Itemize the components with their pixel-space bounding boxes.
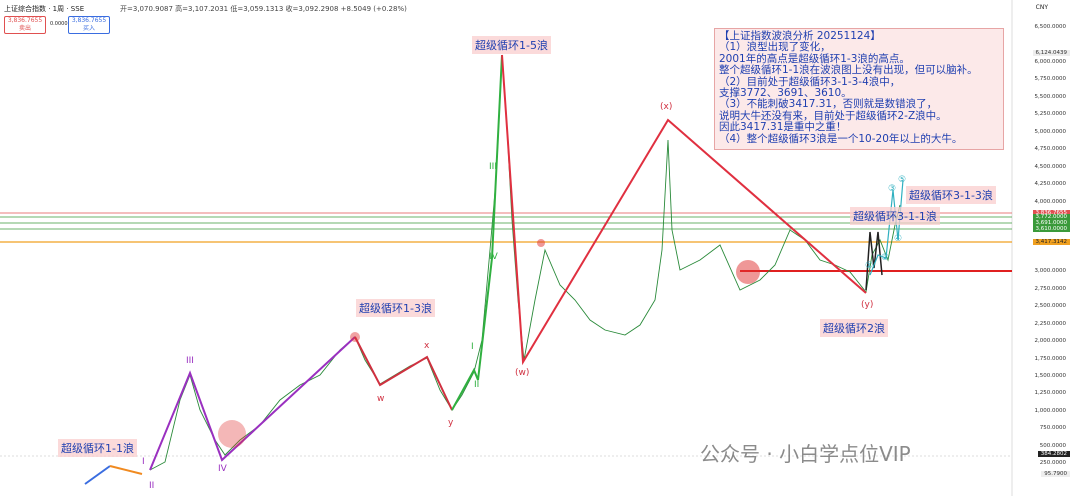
wave-label: 超级循环3-1-3浪 <box>906 186 996 204</box>
currency: CNY <box>1035 4 1048 11</box>
sell-price: 3,836.7655 <box>7 17 43 24</box>
wave-mark: II <box>474 380 480 390</box>
price-label: 1,000.0000 <box>1034 407 1067 414</box>
wave-line <box>865 231 883 291</box>
wave-mark: x <box>424 341 430 351</box>
wave-label: 超级循环3-1-1浪 <box>850 207 940 225</box>
wave-label: 超级循环2浪 <box>820 319 888 337</box>
symbol: 上证综合指数 · 1周 · SSE <box>4 5 85 13</box>
wave-line <box>84 465 111 485</box>
wave-mark: ⑤ <box>898 175 907 185</box>
price-tag: 6,124.0439 <box>1032 50 1070 57</box>
price-tag: 3,691.0000 <box>1032 220 1070 227</box>
price-label: 6,000.0000 <box>1034 58 1067 65</box>
sell-button[interactable]: 3,836.7655 卖出 <box>4 16 46 34</box>
wave-label: 超级循环1-5浪 <box>472 36 551 54</box>
wave-mark: II <box>149 481 155 491</box>
price-label: 1,250.0000 <box>1034 390 1067 397</box>
wave-label: 超级循环1-3浪 <box>356 299 435 317</box>
buy-label: 买入 <box>82 25 95 32</box>
note-line: 2001年的高点是超级循环1-3浪的高点。 <box>719 52 910 65</box>
analysis-note: 【上证指数波浪分析 20251124】 （1）浪型出现了变化， 2001年的高点是超… <box>714 28 1004 150</box>
price-label: 5,750.0000 <box>1034 76 1067 83</box>
spread: 0.0000 <box>50 21 68 27</box>
wave-line <box>451 54 503 411</box>
price-label: 4,250.0000 <box>1034 181 1067 188</box>
price-label: 2,250.0000 <box>1034 320 1067 327</box>
wave-label: 超级循环1-1浪 <box>58 439 137 457</box>
price-label: 750.0000 <box>1039 425 1066 432</box>
price-tag: 384.2802 <box>1037 450 1070 457</box>
price-tag: 3,772.0000 <box>1032 214 1070 221</box>
wave-line <box>149 336 356 471</box>
marker <box>350 332 360 342</box>
wave-line <box>109 465 143 475</box>
note-title: 【上证指数波浪分析 20251124】 <box>719 30 881 42</box>
wave-mark: I <box>471 342 474 352</box>
buy-button[interactable]: 3,836.7655 买入 <box>68 16 110 34</box>
watermark: 公众号 · 小白学点位VIP <box>700 442 911 466</box>
wave-mark: ① <box>865 261 874 271</box>
price-label: 2,000.0000 <box>1034 338 1067 345</box>
wave-mark: (y) <box>861 300 874 310</box>
note-line: （1）浪型出现了变化， <box>719 41 831 54</box>
price-label: 4,750.0000 <box>1034 146 1067 153</box>
wave-mark: y <box>448 418 454 428</box>
price-label: 4,500.0000 <box>1034 163 1067 170</box>
note-line: （2）目前处于超级循环3-1-3-4浪中， <box>719 75 901 88</box>
wave-mark: ② <box>881 253 890 263</box>
wave-mark: IV <box>489 252 498 262</box>
sell-label: 卖出 <box>18 25 31 32</box>
axis-bg <box>1012 0 1080 496</box>
wave-mark: ④ <box>894 234 903 244</box>
price-label: 5,500.0000 <box>1034 93 1067 100</box>
price-label: 5,000.0000 <box>1034 128 1067 135</box>
note-line: 说明大牛还没有来，目前处于超级循环2-Z浪中。 <box>719 109 947 122</box>
price-label: 250.0000 <box>1039 460 1066 467</box>
price-label: 2,750.0000 <box>1034 285 1067 292</box>
price-label: 3,000.0000 <box>1034 268 1067 275</box>
wave-mark: III <box>186 356 194 366</box>
price-label: 1,750.0000 <box>1034 355 1067 362</box>
wave-mark: (x) <box>660 102 673 112</box>
wave-mark: III <box>489 162 497 172</box>
marker <box>218 420 246 448</box>
wave-line <box>354 336 453 411</box>
wave-mark: I <box>142 457 145 467</box>
note-line: 整个超级循环1-1浪在波浪图上没有出现，但可以脑补。 <box>719 64 978 77</box>
price-tag: 3,836.7655 <box>1032 209 1070 216</box>
ohlc: 开=3,070.9087 高=3,107.2031 低=3,059.1313 收… <box>120 5 407 13</box>
price-tag: 3,610.0000 <box>1032 225 1070 232</box>
wave-line <box>501 54 867 366</box>
wave-mark: IV <box>218 464 227 474</box>
price-tag: 95.7900 <box>1041 470 1070 477</box>
price-label: 500.0000 <box>1039 442 1066 449</box>
price-label: 4,000.0000 <box>1034 198 1067 205</box>
note-line: 支撑3772、3691、3610。 <box>719 87 852 100</box>
note-line: （3）不能刺破3417.31，否则就是数错浪了， <box>719 98 938 111</box>
price-label: 1,500.0000 <box>1034 372 1067 379</box>
marker <box>736 260 760 284</box>
note-line: （4）整个超级循环3浪是一个10-20年以上的大牛。 <box>719 132 963 145</box>
wave-mark: w <box>377 394 385 404</box>
buy-price: 3,836.7655 <box>71 17 107 24</box>
wave-mark: ③ <box>888 184 897 194</box>
price-tag: 3,417.3142 <box>1032 239 1070 246</box>
note-line: 因此3417.31是重中之重！ <box>719 121 847 134</box>
price-label: 2,500.0000 <box>1034 303 1067 310</box>
price-label: 6,500.0000 <box>1034 24 1067 31</box>
wave-mark: (w) <box>515 368 530 378</box>
price-label: 5,250.0000 <box>1034 111 1067 118</box>
marker <box>537 239 545 247</box>
